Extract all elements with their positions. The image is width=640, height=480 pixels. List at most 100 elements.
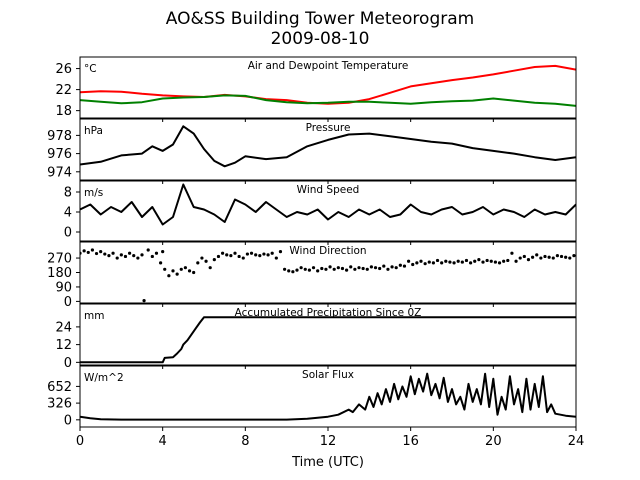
data-point [196, 261, 200, 265]
data-point [568, 256, 572, 260]
data-point [229, 254, 233, 258]
data-point [551, 256, 555, 260]
data-point [320, 266, 324, 271]
data-point [154, 251, 159, 255]
y-tick-label: 22 [55, 83, 72, 98]
data-point [464, 258, 469, 263]
x-tick-label: 8 [241, 434, 249, 449]
data-point [82, 249, 86, 253]
data-point [233, 251, 237, 255]
data-point [440, 261, 444, 265]
data-point [316, 269, 320, 273]
y-tick-label: 4 [64, 206, 72, 221]
data-point [307, 268, 311, 272]
data-point [262, 252, 266, 256]
data-point [547, 255, 551, 259]
data-point [140, 253, 144, 257]
x-axis-label: Time (UTC) [291, 455, 364, 470]
data-point [555, 254, 560, 258]
x-axis: 0 4 8 12 16 20 24 [76, 434, 584, 449]
y-tick-label: 978 [47, 129, 72, 144]
data-point [278, 250, 283, 254]
data-point [353, 267, 357, 271]
data-point [225, 253, 229, 257]
data-point [427, 260, 431, 264]
data-point [103, 252, 107, 256]
x-tick-label: 20 [485, 434, 502, 449]
data-point [349, 265, 353, 269]
panel-5: 0 12 24 Accumulated Precipitation Since 0Z m… [55, 303, 577, 371]
data-point [514, 259, 518, 263]
data-point [171, 269, 175, 273]
data-point [249, 251, 254, 255]
data-point [128, 251, 132, 255]
x-tick-label: 24 [568, 434, 585, 449]
data-point [357, 266, 361, 270]
data-point [204, 259, 208, 263]
series-line-6-1 [80, 372, 576, 421]
y-tick-label: 90 [55, 280, 72, 295]
data-point [423, 262, 427, 266]
data-point [132, 254, 136, 258]
panel-unit: °C [84, 63, 97, 75]
data-point [221, 251, 225, 255]
data-point [469, 261, 473, 265]
data-point [378, 266, 382, 271]
data-point [274, 256, 278, 260]
data-point [456, 259, 460, 263]
figure-title: AO&SS Building Tower Meteorogram [166, 9, 474, 29]
data-point [502, 259, 506, 263]
panel-unit: W/m^2 [84, 372, 124, 384]
data-point [411, 262, 415, 267]
data-point [283, 267, 287, 271]
data-point [539, 256, 543, 260]
data-point [254, 253, 258, 257]
data-point [107, 254, 111, 258]
y-tick-label: 652 [47, 380, 72, 395]
data-point [564, 255, 568, 259]
data-point [394, 266, 398, 270]
data-point [200, 256, 204, 260]
data-point [111, 251, 115, 255]
x-tick-label: 0 [76, 434, 84, 449]
data-point [303, 267, 307, 271]
data-point [444, 259, 448, 263]
data-point [402, 264, 407, 268]
data-point [506, 258, 510, 263]
panel-title: Pressure [306, 122, 351, 134]
y-tick-label: 24 [55, 320, 72, 335]
data-point [115, 256, 119, 260]
data-point [245, 252, 249, 256]
data-point [94, 251, 99, 256]
data-point [161, 250, 165, 254]
data-point [361, 266, 365, 271]
data-point [336, 266, 340, 270]
data-point [216, 254, 221, 259]
data-point [369, 265, 373, 269]
data-point [167, 274, 171, 278]
y-tick-label: 976 [47, 147, 72, 162]
data-point [150, 254, 154, 259]
y-tick-label: 18 [55, 104, 72, 119]
data-point [208, 266, 212, 270]
data-point [510, 251, 514, 255]
data-point [493, 260, 497, 264]
series-line-2-1 [80, 125, 576, 168]
data-point [241, 256, 245, 260]
series-line-1-2 [80, 94, 576, 107]
panel-title: Solar Flux [302, 369, 354, 381]
data-point [119, 253, 123, 257]
data-point [175, 272, 179, 276]
data-point [291, 270, 295, 274]
data-point [311, 266, 316, 270]
x-tick-label: 4 [159, 434, 167, 449]
data-point [90, 248, 94, 252]
y-tick-label: 12 [55, 338, 72, 353]
y-tick-label: 26 [55, 62, 72, 77]
data-point [415, 261, 419, 265]
panel-unit: hPa [84, 125, 103, 137]
panel-unit: m/s [84, 187, 103, 199]
